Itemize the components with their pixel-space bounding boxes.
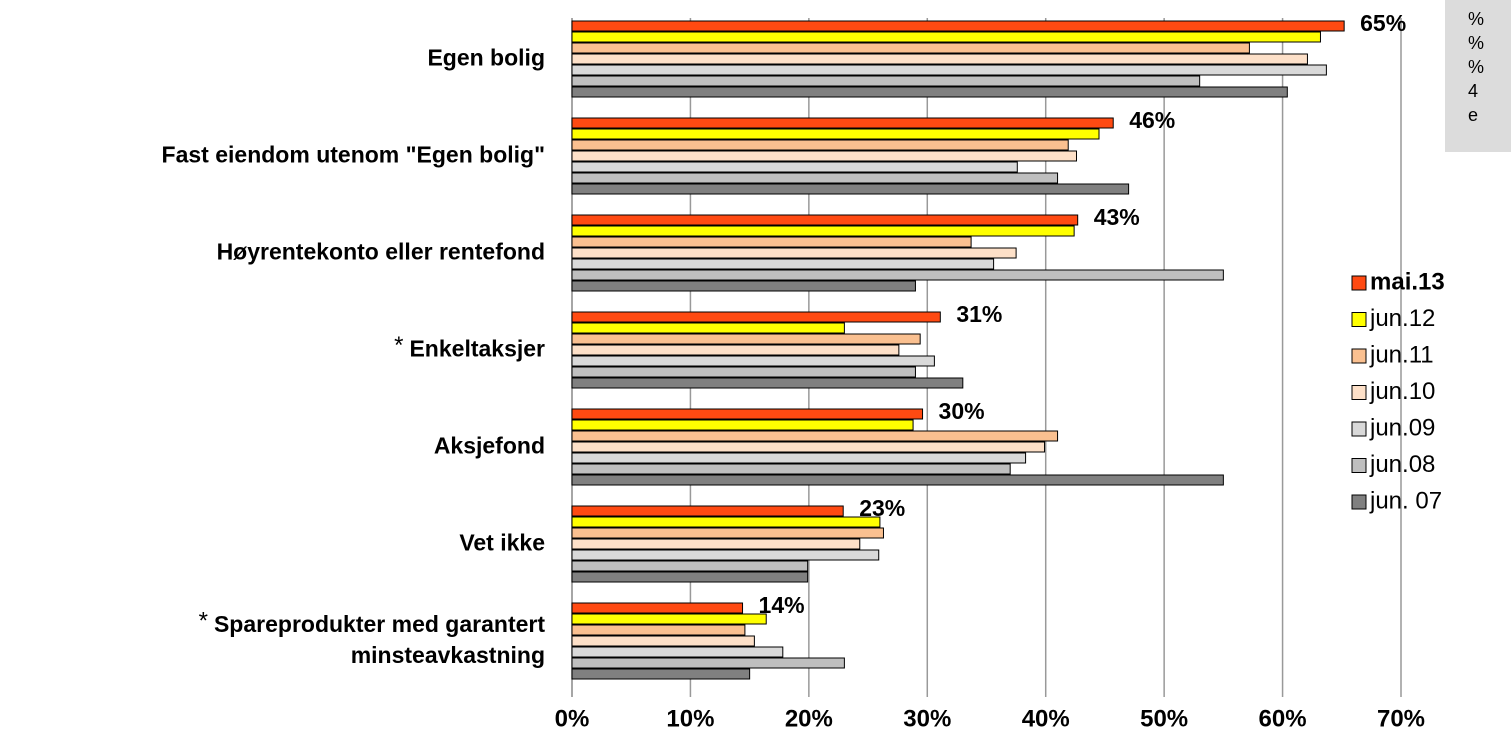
bar (571, 128, 1100, 140)
bar (571, 602, 744, 614)
bar (571, 236, 972, 248)
legend-swatch (1351, 275, 1367, 291)
bar (571, 549, 880, 561)
legend-label: jun.11 (1369, 341, 1434, 368)
bar (571, 20, 1345, 32)
x-tick-label: 40% (1022, 705, 1070, 731)
value-label: 43% (1094, 204, 1140, 230)
note-box (1445, 0, 1511, 152)
x-tick-label: 0% (555, 705, 590, 731)
bar (571, 183, 1130, 195)
bar (571, 258, 995, 270)
value-label: 31% (956, 301, 1002, 327)
value-label: 46% (1129, 107, 1175, 133)
legend-label: jun. 07 (1369, 487, 1442, 514)
bar (571, 430, 1059, 442)
x-tick-label: 30% (903, 705, 951, 731)
star-mark: * (394, 332, 403, 359)
bar (571, 31, 1321, 43)
value-label: 65% (1360, 10, 1406, 36)
bar (571, 452, 1027, 464)
category-label: minsteavkastning (351, 642, 545, 668)
bar (571, 311, 941, 323)
note-text: % (1468, 33, 1484, 53)
bar (571, 527, 884, 539)
bar (571, 161, 1018, 173)
bar (571, 75, 1201, 87)
legend-label: mai.13 (1370, 268, 1445, 295)
bar (571, 646, 784, 658)
bar (571, 668, 751, 680)
legend-label: jun.08 (1369, 451, 1435, 478)
legend-label: jun.09 (1369, 414, 1435, 441)
bar (571, 247, 1017, 259)
x-tick-label: 20% (785, 705, 833, 731)
bar (571, 560, 809, 572)
legend-swatch (1351, 385, 1367, 400)
bar (571, 408, 924, 420)
x-tick-label: 50% (1140, 705, 1188, 731)
note-text: % (1468, 57, 1484, 77)
bar (571, 571, 809, 583)
note-text: 4 (1468, 81, 1478, 101)
bar (571, 333, 921, 345)
bar (571, 53, 1308, 65)
bar (571, 441, 1046, 453)
bar (571, 419, 914, 431)
bar (571, 624, 746, 636)
category-label: Aksjefond (434, 433, 545, 459)
bar (571, 355, 935, 367)
category-label: Spareprodukter med garantert (214, 611, 545, 637)
category-label: Egen bolig (427, 45, 545, 71)
bar (571, 117, 1114, 129)
category-label: Enkeltaksjer (409, 336, 545, 362)
bar (571, 344, 900, 356)
bar (571, 64, 1327, 76)
bar (571, 474, 1224, 486)
bar (571, 538, 861, 550)
category-label: Fast eiendom utenom "Egen bolig" (162, 142, 545, 168)
bar (571, 657, 845, 669)
bar (571, 214, 1079, 226)
legend-label: jun.10 (1369, 378, 1435, 405)
bar (571, 505, 844, 517)
bar (571, 269, 1224, 281)
bar (571, 635, 755, 647)
legend-swatch (1351, 312, 1367, 327)
legend-swatch (1351, 421, 1367, 437)
category-label: Høyrentekonto eller rentefond (217, 239, 545, 265)
legend-swatch (1351, 494, 1367, 510)
legend-label: jun.12 (1369, 305, 1435, 332)
bar (571, 613, 767, 625)
bar (571, 377, 964, 389)
value-label: 30% (939, 398, 985, 424)
star-mark: * (199, 607, 208, 634)
bar (571, 463, 1011, 475)
bar (571, 172, 1059, 184)
bar (571, 150, 1078, 162)
x-tick-label: 10% (666, 705, 714, 731)
bar (571, 366, 916, 378)
bar (571, 86, 1288, 98)
bar (571, 225, 1075, 237)
x-tick-label: 70% (1377, 705, 1425, 731)
bar (571, 42, 1250, 54)
category-label: Vet ikke (459, 530, 545, 556)
legend-swatch (1351, 348, 1367, 364)
note-text: % (1468, 9, 1484, 29)
bar (571, 139, 1069, 151)
bar (571, 280, 916, 292)
bar (571, 516, 881, 528)
x-tick-label: 60% (1259, 705, 1307, 731)
legend-swatch (1351, 458, 1367, 473)
note-text: e (1468, 105, 1478, 125)
bar (571, 322, 845, 334)
